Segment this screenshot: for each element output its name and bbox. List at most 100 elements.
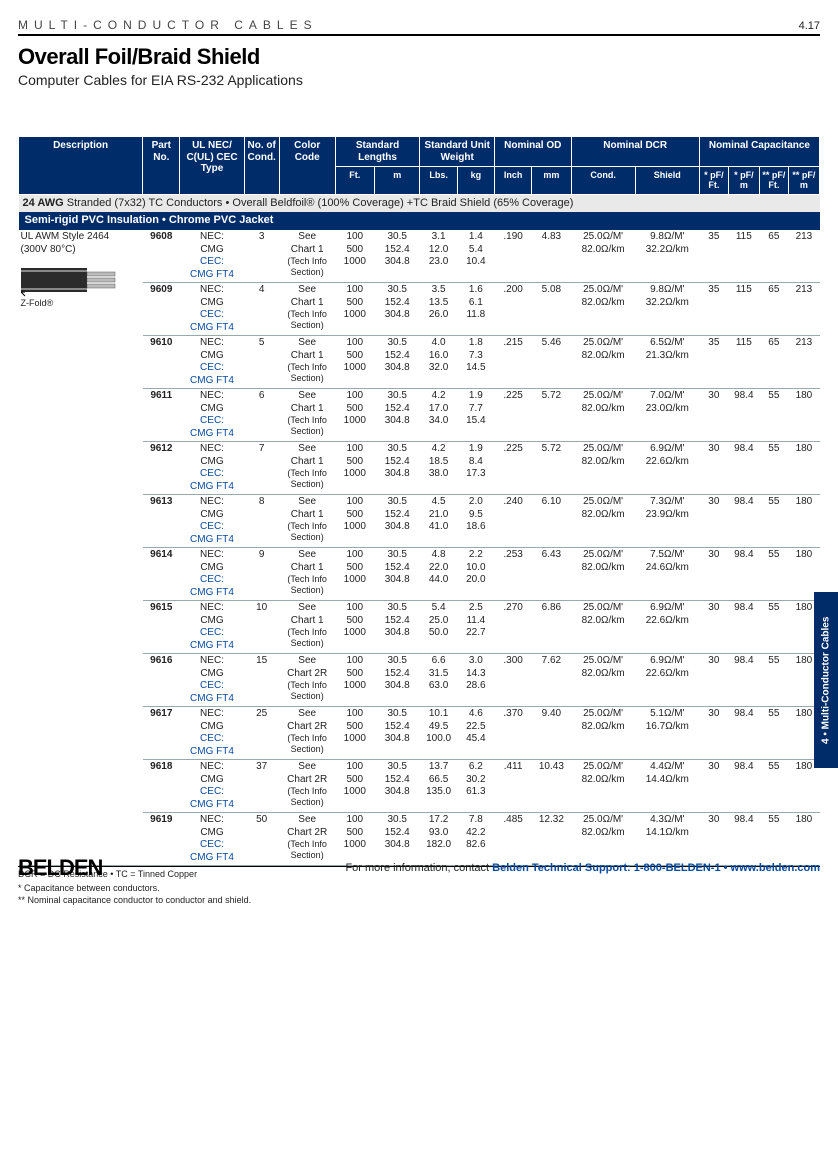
std-len-m-1: 152.4: [376, 615, 418, 628]
num-cond: 25: [244, 707, 279, 760]
num-cond: 5: [244, 336, 279, 389]
cap-0: 30: [699, 654, 728, 707]
wt-lbs: 4.822.044.0: [420, 548, 457, 601]
nec-value: CMG: [182, 350, 242, 363]
th-nominal-dcr: Nominal DCR: [571, 137, 699, 167]
cc-chart: Chart 1: [281, 615, 333, 628]
th-no-cond: No. of Cond.: [244, 137, 279, 195]
th-cap3: ** pF/ Ft.: [759, 167, 788, 195]
wt-lbs-0: 13.7: [422, 761, 455, 774]
od-inch: .190: [494, 230, 531, 283]
wt-lbs-1: 22.0: [422, 562, 455, 575]
dcr-sh-1: 7.0Ω/M': [637, 390, 697, 403]
wt-lbs-2: 32.0: [422, 362, 455, 375]
std-len-ft: 1005001000: [335, 707, 374, 760]
cc-tech1: (Tech Info: [281, 627, 333, 638]
od-inch: .411: [494, 760, 531, 813]
cc-tech2: Section): [281, 797, 333, 808]
wt-lbs: 4.521.041.0: [420, 495, 457, 548]
cc-see: See: [281, 655, 333, 668]
dcr-cond: 25.0Ω/M'82.0Ω/km: [571, 230, 635, 283]
wt-kg-2: 11.8: [459, 309, 492, 322]
cec-label: CEC:: [182, 574, 242, 587]
wt-kg-2: 10.4: [459, 256, 492, 269]
awg-label: 24 AWG: [23, 197, 64, 209]
section-note-row: 24 AWG Stranded (7x32) TC Conductors • O…: [19, 194, 820, 212]
wt-lbs-0: 4.0: [422, 337, 455, 350]
dcr-shield: 7.3Ω/M'23.9Ω/km: [635, 495, 699, 548]
wt-lbs-0: 3.5: [422, 284, 455, 297]
cc-tech1: (Tech Info: [281, 256, 333, 267]
dcr-shield: 6.5Ω/M'21.3Ω/km: [635, 336, 699, 389]
th-description: Description: [19, 137, 143, 195]
std-len-m-1: 152.4: [376, 403, 418, 416]
ul-nec-cell: NEC:CMGCEC:CMG FT4: [180, 336, 244, 389]
wt-lbs-2: 100.0: [422, 733, 455, 746]
od-mm: 5.46: [532, 336, 571, 389]
wt-lbs: 13.766.5135.0: [420, 760, 457, 813]
wt-lbs-2: 23.0: [422, 256, 455, 269]
cec-label: CEC:: [182, 309, 242, 322]
table-row: UL AWM Style 2464 (300V 80°C)Z-Fold®9608…: [19, 230, 820, 283]
wt-kg: 1.97.715.4: [457, 389, 494, 442]
cec-value: CMG FT4: [182, 428, 242, 441]
nec-label: NEC:: [182, 655, 242, 668]
part-no: 9616: [143, 654, 180, 707]
wt-lbs-2: 41.0: [422, 521, 455, 534]
std-len-m: 30.5152.4304.8: [374, 601, 420, 654]
section-note-text: Stranded (7x32) TC Conductors • Overall …: [64, 197, 574, 209]
nec-label: NEC:: [182, 496, 242, 509]
ul-nec-cell: NEC:CMGCEC:CMG FT4: [180, 654, 244, 707]
std-len-m-2: 304.8: [376, 468, 418, 481]
wt-lbs-2: 26.0: [422, 309, 455, 322]
std-len-m-2: 304.8: [376, 786, 418, 799]
std-len-m: 30.5152.4304.8: [374, 230, 420, 283]
wt-kg-2: 17.3: [459, 468, 492, 481]
cap-0: 30: [699, 495, 728, 548]
cc-tech1: (Tech Info: [281, 680, 333, 691]
page-footer: BELDEN For more information, contact Bel…: [18, 855, 820, 881]
cc-see: See: [281, 549, 333, 562]
th-kg: kg: [457, 167, 494, 195]
dcr-cond-1: 25.0Ω/M': [573, 443, 633, 456]
std-len-m: 30.5152.4304.8: [374, 389, 420, 442]
od-inch: .253: [494, 548, 531, 601]
dcr-cond-1: 25.0Ω/M': [573, 390, 633, 403]
wt-kg-2: 28.6: [459, 680, 492, 693]
nec-value: CMG: [182, 456, 242, 469]
std-len-ft-1: 500: [337, 827, 372, 840]
cc-tech2: Section): [281, 479, 333, 490]
std-len-ft-0: 100: [337, 443, 372, 456]
dcr-sh-1: 6.9Ω/M': [637, 602, 697, 615]
wt-kg-1: 6.1: [459, 297, 492, 310]
cc-tech1: (Tech Info: [281, 468, 333, 479]
std-len-m-2: 304.8: [376, 415, 418, 428]
num-cond: 15: [244, 654, 279, 707]
std-len-m-0: 30.5: [376, 496, 418, 509]
th-nominal-od: Nominal OD: [494, 137, 571, 167]
th-ul-nec: UL NEC/ C(UL) CEC Type: [180, 137, 244, 195]
nec-value: CMG: [182, 509, 242, 522]
th-cond: Cond.: [571, 167, 635, 195]
cc-chart: Chart 1: [281, 297, 333, 310]
wt-kg-0: 7.8: [459, 814, 492, 827]
cc-tech2: Section): [281, 267, 333, 278]
std-len-ft-1: 500: [337, 350, 372, 363]
od-inch: .300: [494, 654, 531, 707]
cap-1: 98.4: [728, 442, 759, 495]
wt-kg-1: 5.4: [459, 244, 492, 257]
description-cell: UL AWM Style 2464 (300V 80°C)Z-Fold®: [19, 230, 143, 866]
part-no: 9610: [143, 336, 180, 389]
cc-tech1: (Tech Info: [281, 786, 333, 797]
th-shield: Shield: [635, 167, 699, 195]
cc-tech2: Section): [281, 320, 333, 331]
wt-kg-0: 1.9: [459, 443, 492, 456]
std-len-ft-2: 1000: [337, 680, 372, 693]
wt-kg: 1.45.410.4: [457, 230, 494, 283]
cap-3: 213: [788, 336, 819, 389]
footer-info: For more information, contact Belden Tec…: [345, 862, 820, 874]
nec-label: NEC:: [182, 549, 242, 562]
wt-kg-1: 14.3: [459, 668, 492, 681]
cec-value: CMG FT4: [182, 587, 242, 600]
od-mm: 6.10: [532, 495, 571, 548]
